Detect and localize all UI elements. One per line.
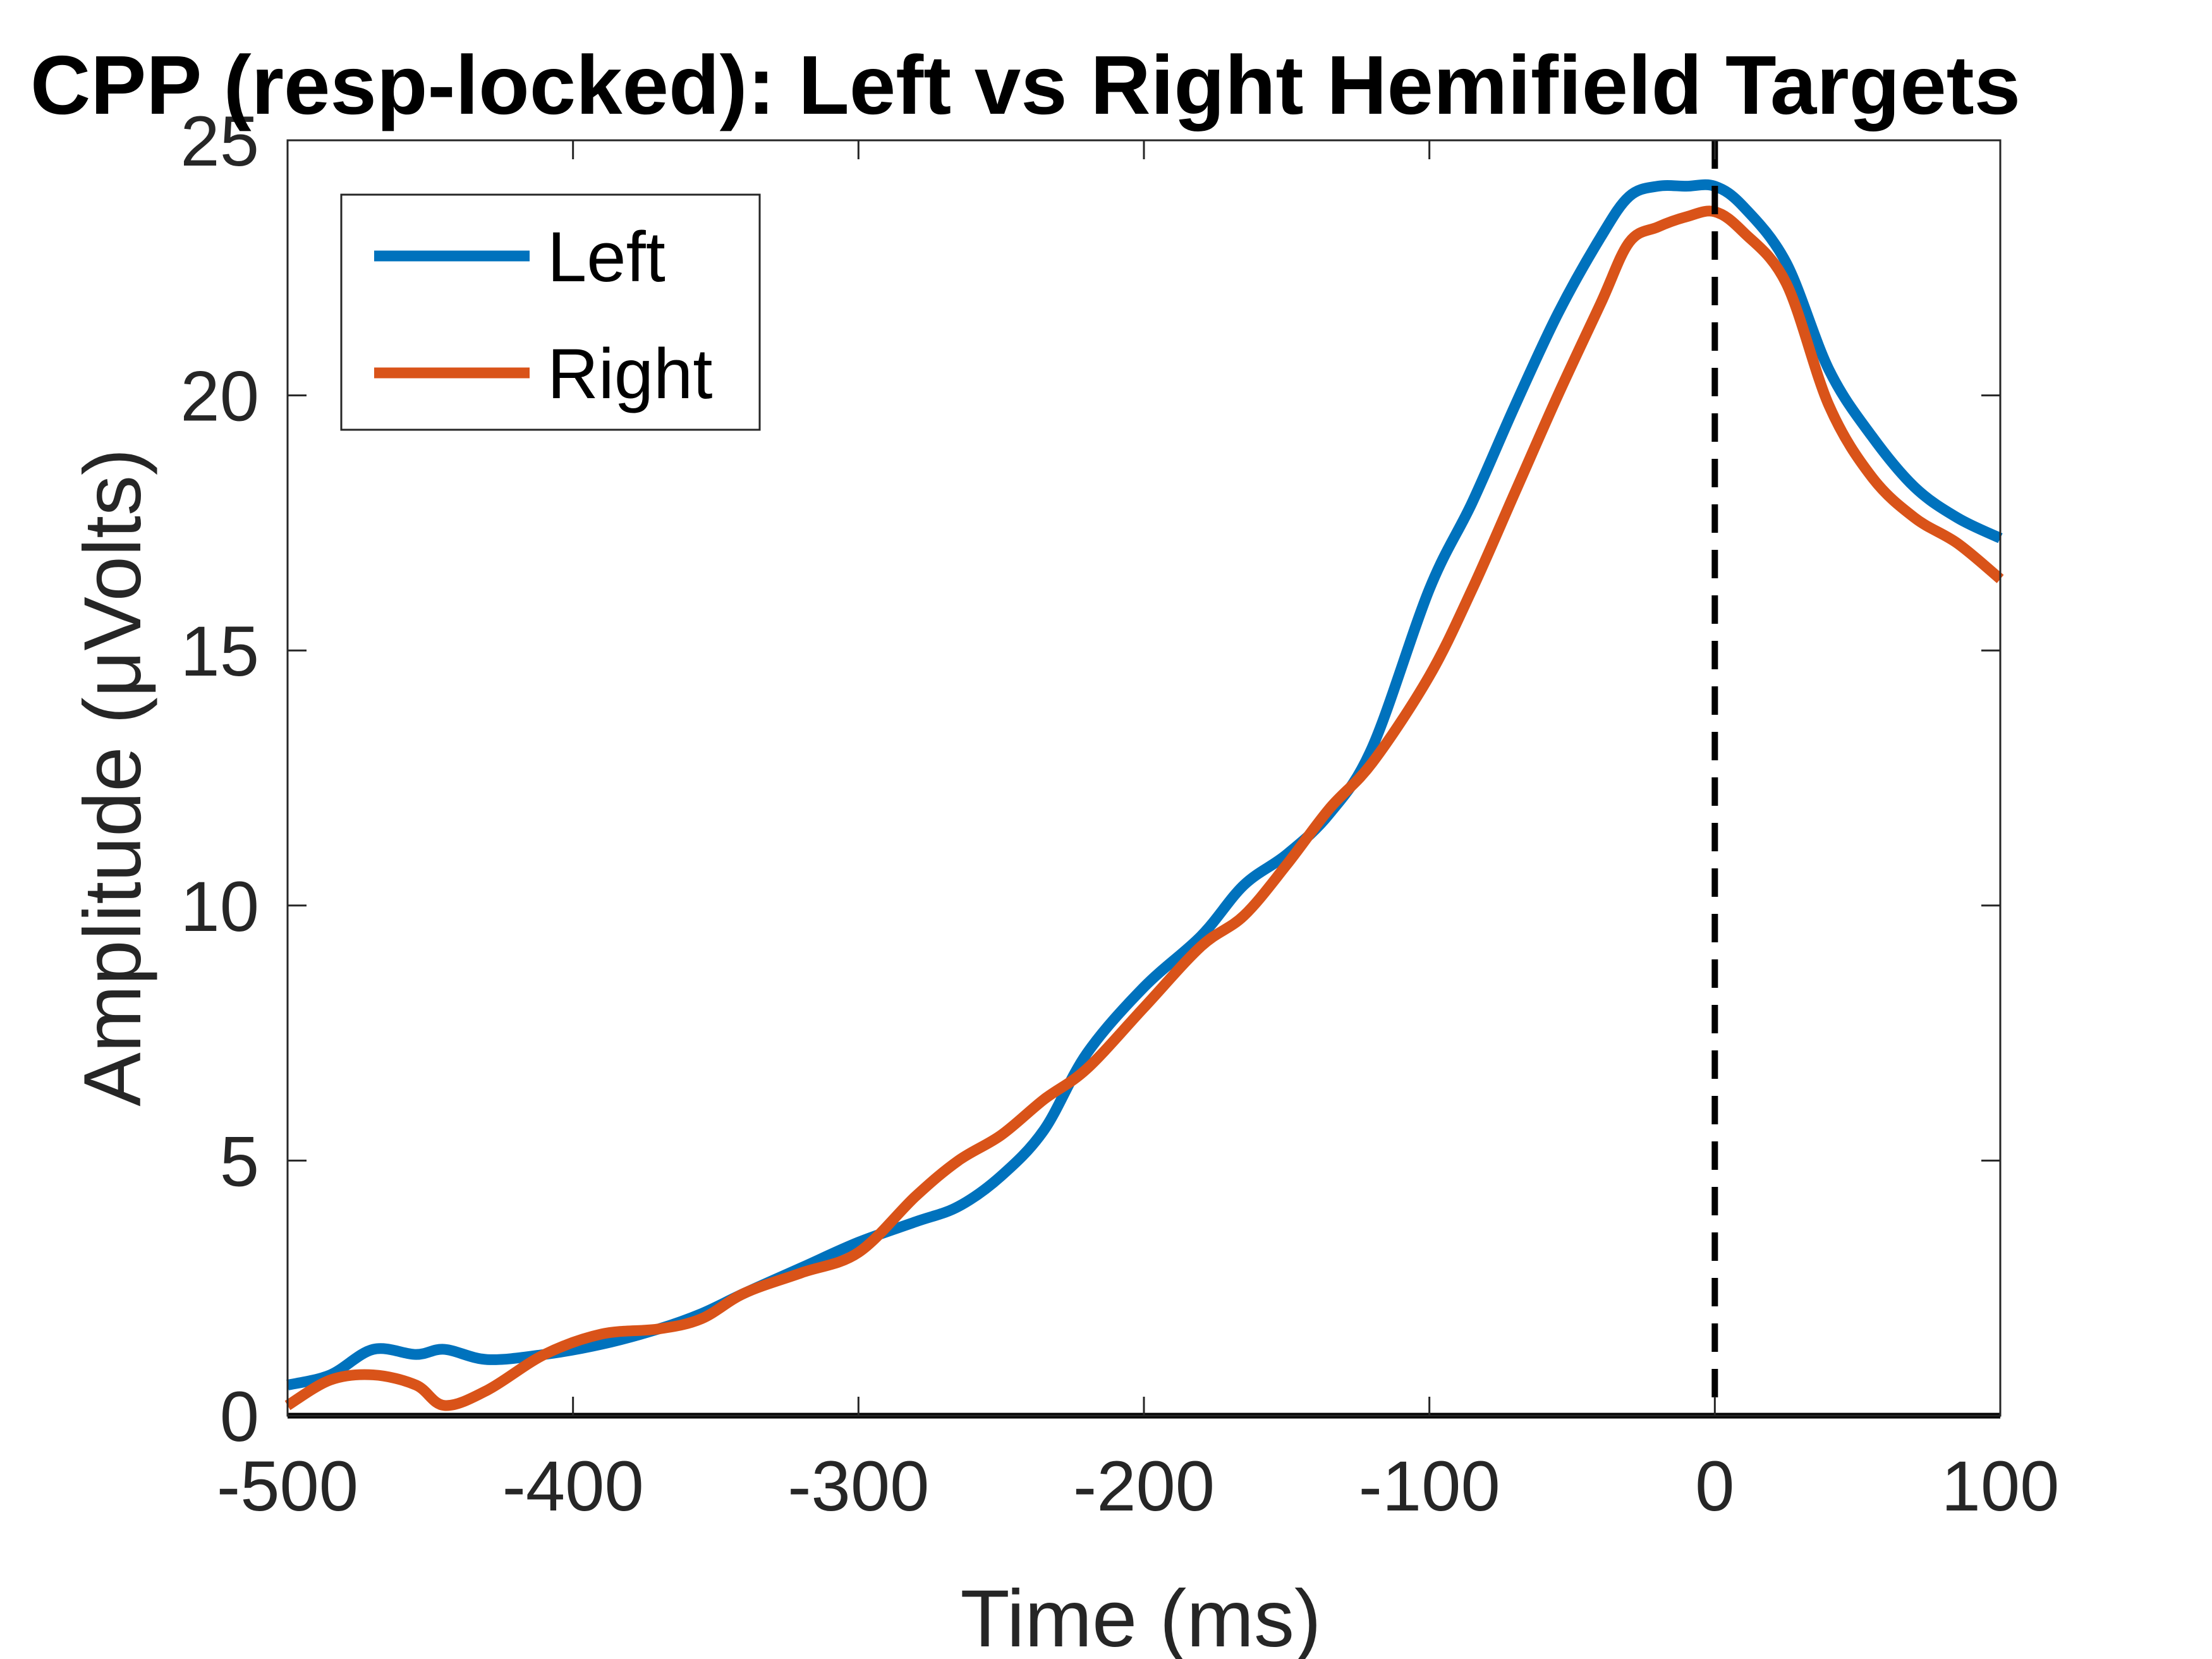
y-tick-label: 20	[180, 357, 259, 436]
x-axis-ticks: -500 -400 -300 -200 -100 0 100	[217, 140, 2060, 1526]
y-tick-label: 5	[220, 1122, 259, 1201]
legend: Left Right	[340, 193, 761, 431]
series-line-left	[286, 179, 2003, 1390]
legend-entries: Left Right	[374, 217, 712, 413]
x-tick-label: -300	[787, 1447, 929, 1526]
x-tick-label: 100	[1942, 1447, 2060, 1526]
y-tick-label: 15	[180, 612, 259, 691]
series-line-right	[284, 205, 2004, 1411]
legend-label-right: Right	[547, 334, 712, 413]
series-lines-group	[284, 179, 2004, 1411]
x-axis-label: Time (ms)	[960, 1574, 1321, 1659]
x-tick-label: 0	[1695, 1447, 1734, 1526]
x-tick-label: -500	[217, 1447, 358, 1526]
x-tick-label: -200	[1073, 1447, 1215, 1526]
y-axis-label: Amplitude (μVolts)	[68, 448, 158, 1106]
y-axis-ticks: 0 5 10 15 20 25	[180, 102, 2000, 1456]
x-tick-label: -400	[502, 1447, 644, 1526]
y-tick-label: 10	[180, 867, 259, 946]
y-tick-label: 0	[220, 1377, 259, 1456]
y-tick-label: 25	[180, 102, 259, 181]
x-tick-label: -100	[1359, 1447, 1500, 1526]
legend-box	[340, 193, 761, 431]
chart-title: CPP (resp-locked): Left vs Right Hemifie…	[30, 39, 2021, 131]
legend-label-left: Left	[547, 217, 665, 296]
